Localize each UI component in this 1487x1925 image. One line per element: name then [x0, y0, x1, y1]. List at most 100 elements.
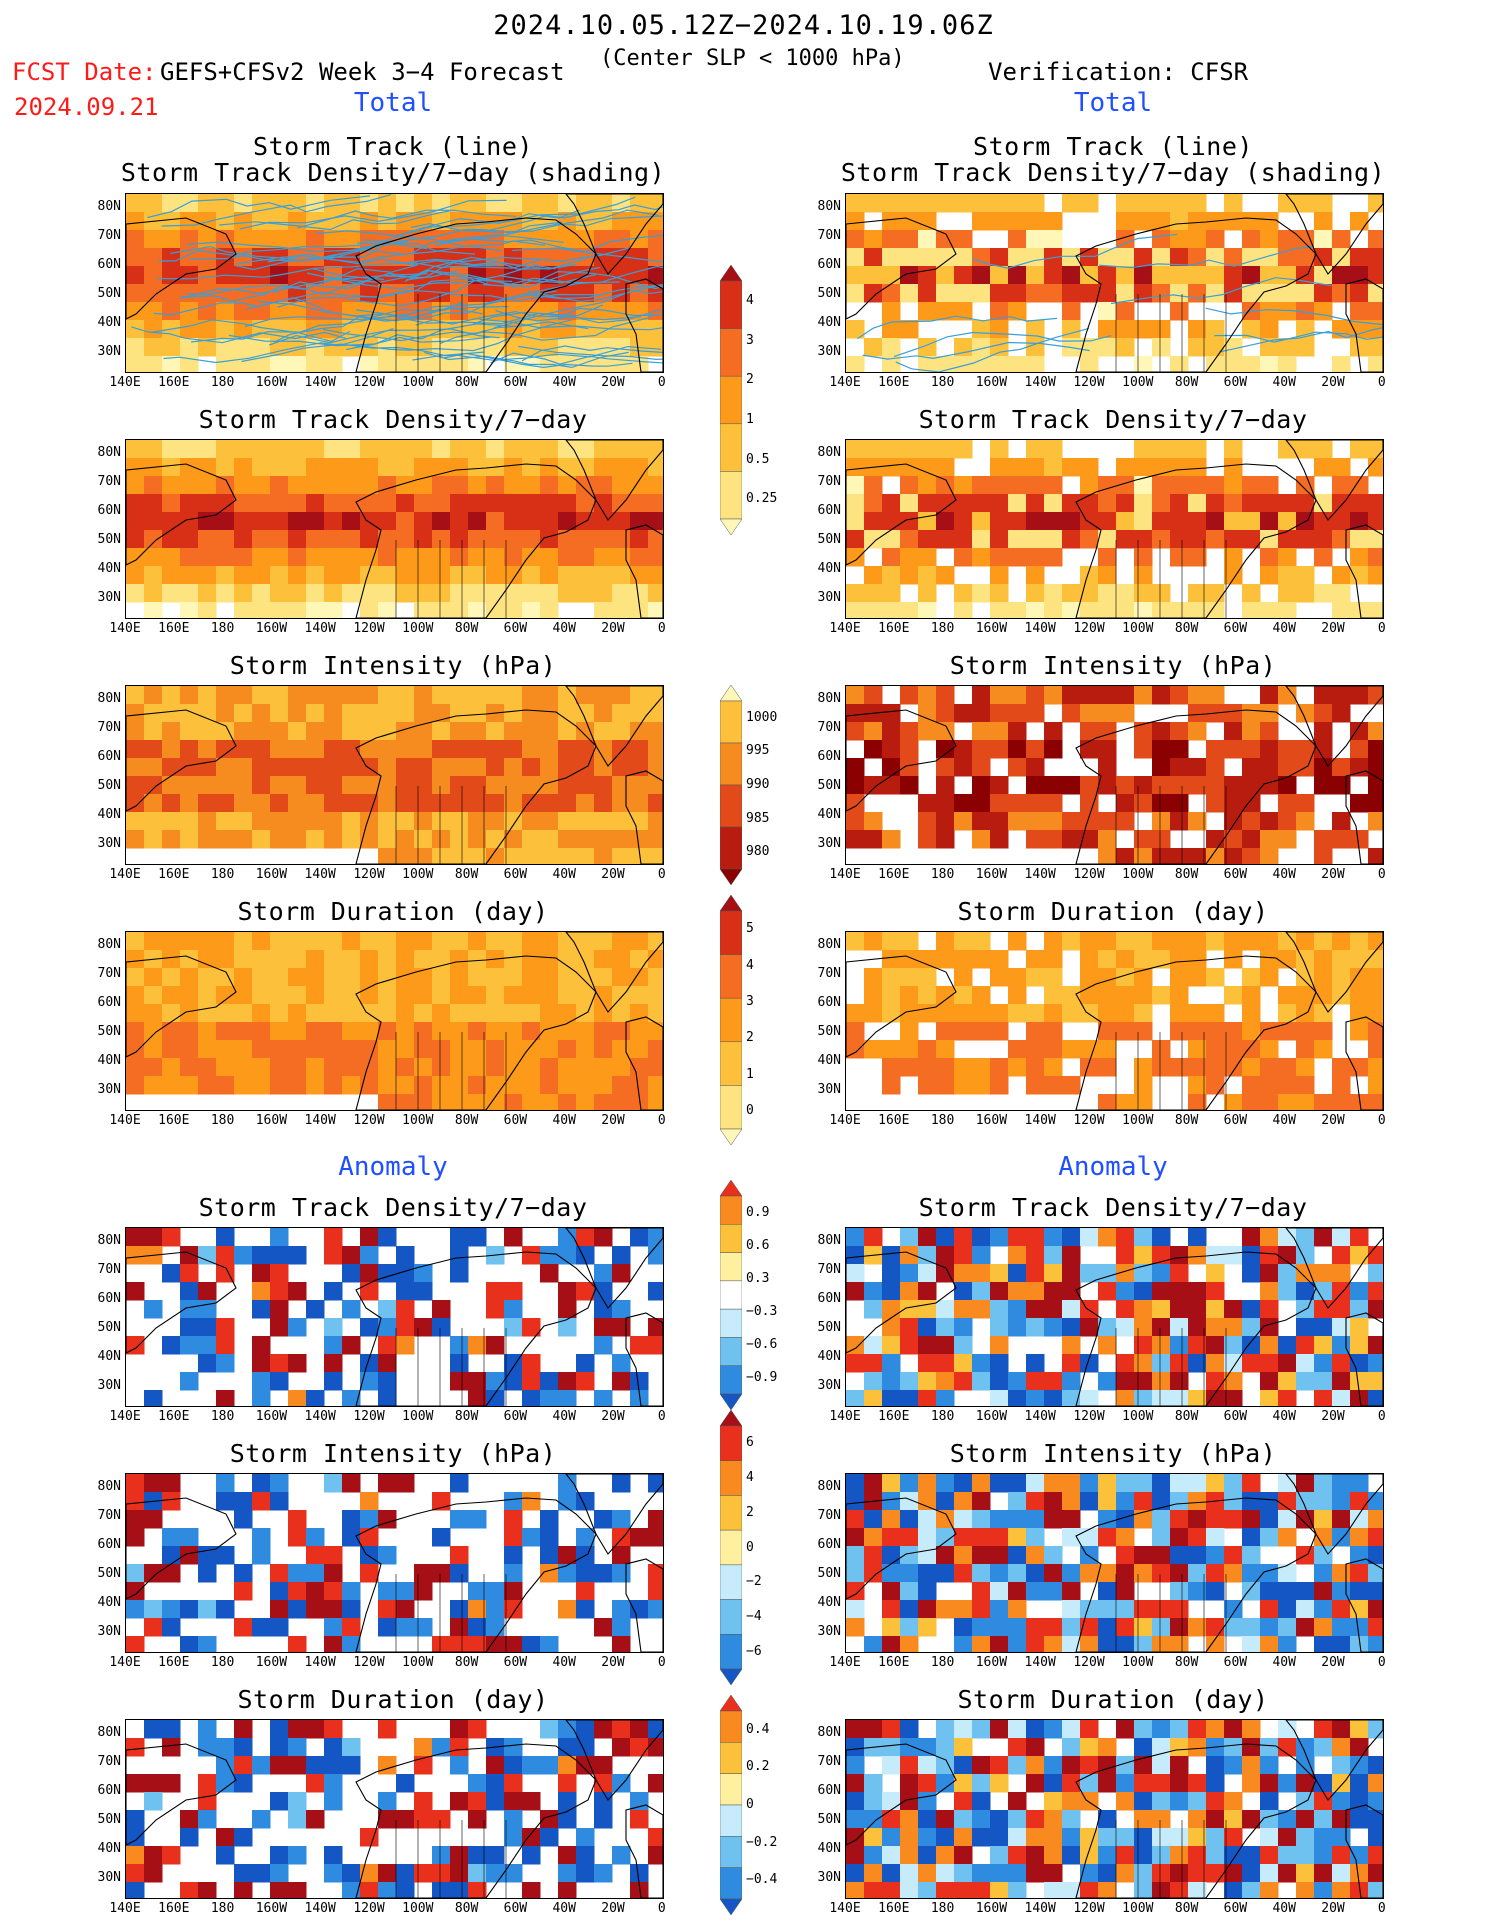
field-cell	[504, 1546, 523, 1565]
field-cell	[1026, 740, 1045, 759]
coastline	[355, 217, 597, 372]
field-cell	[324, 812, 343, 831]
field-cell	[1350, 1582, 1369, 1601]
field-cell	[1224, 950, 1243, 969]
lon-tick-label: 160W	[255, 867, 288, 882]
field-cell	[1314, 512, 1333, 531]
field-cell	[1026, 1756, 1045, 1775]
field-cell	[1188, 1040, 1207, 1059]
field-cell	[1080, 950, 1099, 969]
field-cell	[1278, 1828, 1297, 1847]
field-cell	[324, 356, 343, 372]
field-cell	[1062, 458, 1081, 477]
field-cell	[486, 848, 505, 864]
field-cell	[918, 1864, 937, 1883]
field-cell	[324, 548, 343, 567]
field-cell	[900, 212, 919, 231]
field-cell	[1278, 1618, 1297, 1637]
field-cell	[900, 686, 919, 705]
field-cell	[918, 950, 937, 969]
colorbar-swatch	[719, 1742, 743, 1774]
field-cell	[342, 1264, 361, 1283]
field-cell	[846, 1040, 865, 1059]
field-cell	[540, 758, 559, 777]
field-cell	[450, 512, 469, 531]
colorbar-swatch	[719, 1224, 743, 1253]
field-cell	[1098, 302, 1117, 321]
field-cell	[864, 440, 883, 459]
storm-tracks	[131, 194, 663, 369]
field-cell	[1062, 1264, 1081, 1283]
coastlines	[846, 1474, 1383, 1652]
field-cell	[1098, 1372, 1117, 1391]
storm-track-line	[1219, 327, 1383, 353]
field-cell	[1098, 476, 1117, 495]
storm-track-line	[357, 209, 580, 245]
field-cell	[594, 1282, 613, 1301]
field-cell	[234, 1076, 253, 1095]
field-cell	[234, 1246, 253, 1265]
field-cell	[234, 530, 253, 549]
field-cell	[1134, 830, 1153, 849]
storm-track-line	[241, 343, 484, 363]
field-shading	[846, 932, 1383, 1110]
field-cell	[306, 476, 325, 495]
field-cell	[1206, 494, 1225, 513]
field-cell	[1044, 1004, 1063, 1023]
field-cell	[1062, 1528, 1081, 1547]
field-cell	[1080, 1228, 1099, 1247]
field-cell	[1116, 686, 1135, 705]
field-cell	[576, 1846, 595, 1865]
field-cell	[648, 494, 663, 513]
field-cell	[1242, 476, 1261, 495]
field-cell	[288, 740, 307, 759]
field-cell	[504, 1040, 523, 1059]
lon-tick-label: 0	[1377, 1409, 1386, 1424]
field-cell	[1350, 1792, 1369, 1811]
field-cell	[846, 458, 865, 477]
field-cell	[342, 776, 361, 795]
field-cell	[1188, 512, 1207, 531]
field-cell	[1116, 494, 1135, 513]
field-cell	[900, 1318, 919, 1337]
field-cell	[234, 1774, 253, 1793]
field-cell	[1332, 1510, 1351, 1529]
field-cell	[1206, 512, 1225, 531]
field-cell	[954, 1300, 973, 1319]
field-cell	[1044, 794, 1063, 813]
field-cell	[432, 1300, 451, 1319]
field-cell	[1134, 986, 1153, 1005]
field-cell	[630, 248, 649, 267]
field-cell	[918, 722, 937, 741]
field-cell	[396, 1810, 415, 1829]
field-cell	[1026, 1528, 1045, 1547]
field-cell	[1278, 1282, 1297, 1301]
field-cell	[504, 1528, 523, 1547]
field-cell	[522, 548, 541, 567]
lat-tick-label: 60N	[817, 1537, 841, 1552]
field-cell	[468, 602, 487, 618]
field-cell	[540, 548, 559, 567]
field-cell	[1098, 1582, 1117, 1601]
field-cell	[1260, 1600, 1279, 1619]
field-cell	[990, 1336, 1009, 1355]
field-cell	[918, 1390, 937, 1406]
field-cell	[288, 1040, 307, 1059]
field-cell	[1296, 1372, 1315, 1391]
field-cell	[1008, 1846, 1027, 1865]
storm-track-line	[161, 194, 392, 227]
field-cell	[540, 476, 559, 495]
field-cell	[1152, 812, 1171, 831]
field-cell	[936, 1510, 955, 1529]
field-cell	[306, 932, 325, 951]
field-shading	[126, 1474, 663, 1652]
field-cell	[1242, 1354, 1261, 1373]
field-cell	[252, 1264, 271, 1283]
field-cell	[450, 1372, 469, 1391]
field-cell	[864, 1810, 883, 1829]
field-cell	[846, 1774, 865, 1793]
field-cell	[1008, 1390, 1027, 1406]
field-cell	[396, 1618, 415, 1637]
field-cell	[378, 1756, 397, 1775]
colorbar-label: 0.6	[746, 1237, 770, 1253]
